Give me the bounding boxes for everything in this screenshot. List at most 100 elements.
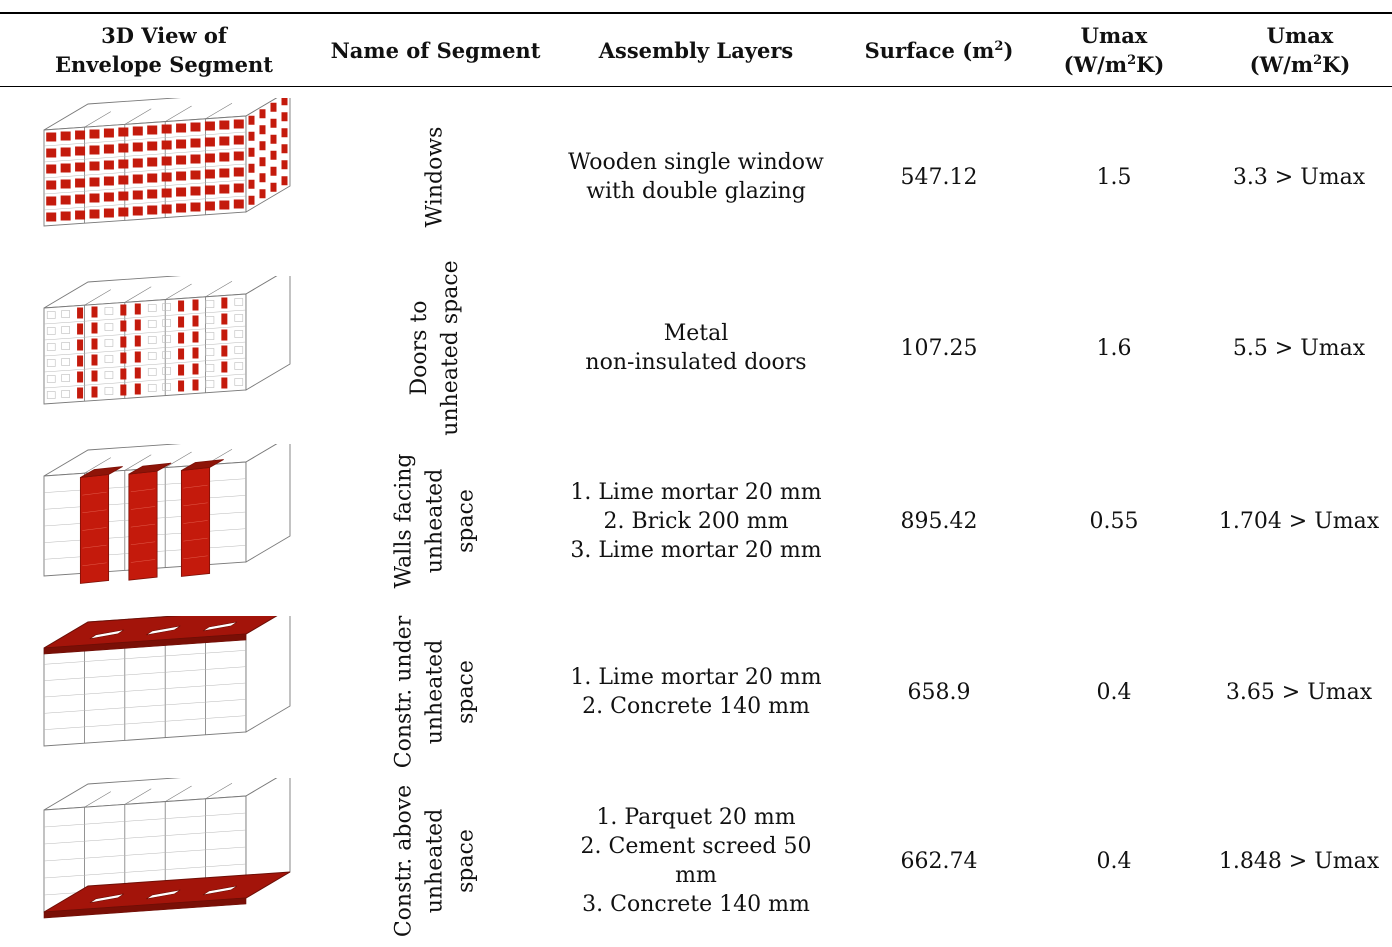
header-surface: Surface (m2) xyxy=(864,37,1014,63)
window-highlight xyxy=(60,147,71,157)
window-highlight xyxy=(248,115,255,125)
umax-cell: 0.55 xyxy=(1089,508,1139,534)
door-highlight xyxy=(192,347,199,359)
window-highlight xyxy=(270,150,277,160)
window-highlight xyxy=(103,192,114,202)
window-highlight xyxy=(89,129,100,139)
door-highlight xyxy=(77,323,84,335)
window-highlight xyxy=(176,187,187,197)
window-highlight xyxy=(176,171,187,181)
window-highlight xyxy=(281,112,288,122)
door-highlight xyxy=(178,316,185,328)
window-highlight xyxy=(259,173,266,183)
window-highlight xyxy=(132,206,143,216)
window-highlight xyxy=(248,131,255,141)
segment-name: Constr. above unheated space xyxy=(391,784,479,938)
header-assembly-layers: Assembly Layers xyxy=(598,37,794,63)
window-highlight xyxy=(270,166,277,176)
surface-cell: 895.42 xyxy=(900,508,978,534)
window-highlight xyxy=(219,136,230,146)
window-highlight xyxy=(118,175,129,185)
segment-name: Windows xyxy=(422,126,448,228)
door-highlight xyxy=(192,315,199,327)
segment-name: Walls facing unheated space xyxy=(391,453,479,589)
window-highlight xyxy=(161,156,172,166)
window-highlight xyxy=(219,168,230,178)
assembly-layer: Metal xyxy=(663,321,729,346)
window-highlight xyxy=(270,102,277,112)
u-current-cell: 1.848 > Umax xyxy=(1218,848,1380,874)
header-umax-current: Umax (W/m2K) xyxy=(1249,23,1351,77)
window-highlight xyxy=(75,130,86,140)
window-highlight xyxy=(204,153,215,163)
building-windows-highlight-icon xyxy=(36,98,298,238)
door-highlight xyxy=(192,331,199,343)
window-highlight xyxy=(89,193,100,203)
assembly-layer: 2. Concrete 140 mm xyxy=(582,694,810,719)
door-highlight xyxy=(120,336,127,348)
door-highlight xyxy=(77,387,84,399)
window-highlight xyxy=(75,146,86,156)
window-highlight xyxy=(161,140,172,150)
window-highlight xyxy=(259,141,266,151)
surface-cell: 547.12 xyxy=(900,164,978,190)
building-doors-highlight-icon xyxy=(36,276,298,416)
window-highlight xyxy=(75,210,86,220)
window-highlight xyxy=(259,125,266,135)
door-highlight xyxy=(120,304,127,316)
window-highlight xyxy=(190,186,201,196)
assembly-layers-cell: 1. Lime mortar 20 mm 2. Brick 200 mm 3. Li… xyxy=(560,434,832,608)
window-highlight xyxy=(219,120,230,130)
door-highlight xyxy=(178,380,185,392)
window-highlight xyxy=(270,118,277,128)
window-highlight xyxy=(190,138,201,148)
window-highlight xyxy=(46,148,57,158)
window-highlight xyxy=(281,176,288,186)
u-current-cell: 3.3 > Umax xyxy=(1232,164,1366,190)
building-walls-highlight-icon xyxy=(36,444,298,588)
door-highlight xyxy=(192,363,199,375)
door-highlight xyxy=(77,355,84,367)
window-highlight xyxy=(190,154,201,164)
door-highlight xyxy=(221,345,228,357)
window-highlight xyxy=(233,167,244,177)
door-highlight xyxy=(221,297,228,309)
window-highlight xyxy=(190,202,201,212)
window-highlight xyxy=(89,161,100,171)
window-highlight xyxy=(103,208,114,218)
door-highlight xyxy=(221,313,228,325)
window-highlight xyxy=(46,180,57,190)
window-highlight xyxy=(270,182,277,192)
window-highlight xyxy=(46,196,57,206)
window-highlight xyxy=(204,169,215,179)
umax-cell: 0.4 xyxy=(1096,679,1132,705)
window-highlight xyxy=(103,144,114,154)
surface-cell: 662.74 xyxy=(900,848,978,874)
door-highlight xyxy=(91,322,98,334)
window-highlight xyxy=(176,139,187,149)
door-highlight xyxy=(134,367,141,379)
window-highlight xyxy=(132,142,143,152)
door-highlight xyxy=(178,364,185,376)
assembly-layer: with double glazing xyxy=(586,179,806,204)
window-highlight xyxy=(233,183,244,193)
window-highlight xyxy=(147,173,158,183)
window-highlight xyxy=(176,155,187,165)
window-highlight xyxy=(176,123,187,133)
door-highlight xyxy=(178,300,185,312)
window-highlight xyxy=(281,144,288,154)
door-highlight xyxy=(91,386,98,398)
u-current-cell: 5.5 > Umax xyxy=(1232,335,1366,361)
window-highlight xyxy=(75,178,86,188)
window-highlight xyxy=(89,177,100,187)
window-highlight xyxy=(281,160,288,170)
assembly-layer: 2. Cement screed 50 mm xyxy=(580,834,812,888)
door-highlight xyxy=(221,377,228,389)
door-highlight xyxy=(77,339,84,351)
window-highlight xyxy=(204,201,215,211)
window-highlight xyxy=(248,147,255,157)
assembly-layer: 1. Lime mortar 20 mm xyxy=(570,479,822,505)
window-highlight xyxy=(190,122,201,132)
building-wireframe xyxy=(43,778,291,919)
window-highlight xyxy=(233,135,244,145)
